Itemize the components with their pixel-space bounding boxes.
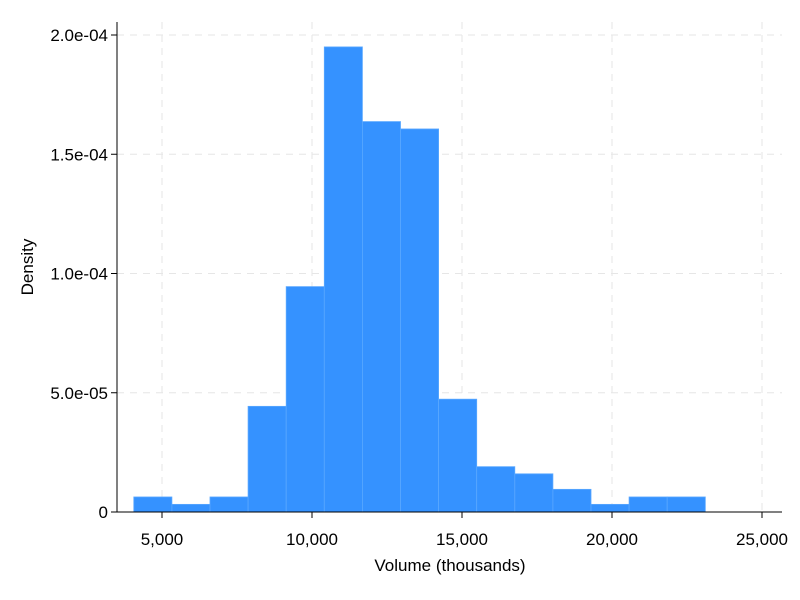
axes <box>111 22 782 518</box>
histogram-bar <box>438 398 478 513</box>
y-tick-label: 0 <box>99 503 108 522</box>
tick-labels: 5,000 10,000 15,000 20,000 25,000 0 5.0e-05 1.0… <box>50 26 788 549</box>
y-tick-label: 1.0e-04 <box>50 265 108 284</box>
histogram-bar <box>400 128 439 513</box>
x-tick-label: 25,000 <box>736 530 788 549</box>
x-tick-label: 20,000 <box>586 530 638 549</box>
histogram-bar <box>514 473 554 513</box>
histogram-bar <box>666 496 706 513</box>
y-tick-label: 5.0e-05 <box>50 384 108 403</box>
histogram-bar <box>209 496 249 513</box>
x-tick-label: 10,000 <box>286 530 338 549</box>
histogram-bar <box>133 496 173 513</box>
x-axis-title: Volume (thousands) <box>374 556 525 575</box>
x-tick-label: 5,000 <box>141 530 184 549</box>
histogram-bar <box>247 405 287 513</box>
histogram-bar <box>590 503 630 513</box>
histogram-bars <box>133 46 706 513</box>
y-axis-title: Density <box>18 238 37 295</box>
y-tick-label: 1.5e-04 <box>50 145 108 164</box>
y-tick-label: 2.0e-04 <box>50 26 108 45</box>
histogram-bar <box>323 46 363 513</box>
histogram-bar <box>628 496 668 513</box>
histogram-bar <box>285 286 325 513</box>
histogram-bar <box>171 503 211 513</box>
x-tick-label: 15,000 <box>436 530 488 549</box>
histogram-bar <box>361 121 401 513</box>
histogram-bar <box>476 466 516 513</box>
histogram-bar <box>552 488 592 513</box>
